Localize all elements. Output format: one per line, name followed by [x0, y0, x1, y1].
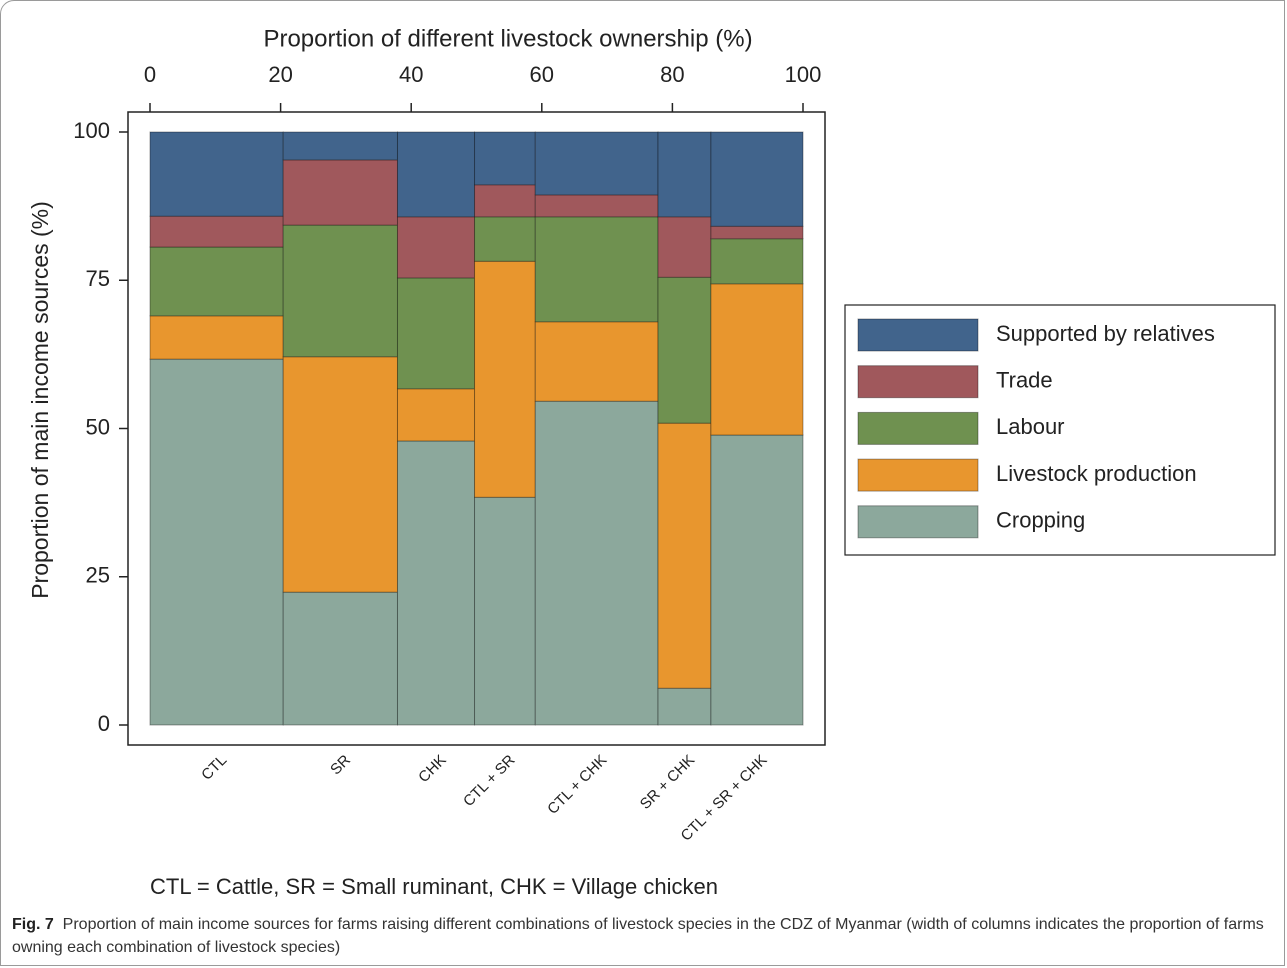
segment — [149, 358, 284, 726]
segment — [149, 246, 284, 317]
caption-label: Fig. 7 — [12, 916, 54, 933]
segment — [396, 277, 476, 390]
legend-swatch — [857, 411, 979, 445]
x-category-label: SR — [327, 752, 354, 779]
y-tick-label: 0 — [98, 711, 110, 736]
segment — [282, 591, 398, 726]
segment — [396, 131, 476, 218]
y-tick-label: 25 — [86, 563, 110, 588]
x-category-label: CTL + SR — [460, 751, 519, 810]
segment — [534, 194, 659, 218]
legend-swatch — [857, 318, 979, 352]
segment — [657, 422, 712, 689]
legend-label: Labour — [996, 414, 1065, 439]
segment — [396, 440, 476, 726]
segment — [282, 131, 398, 161]
segment — [710, 131, 804, 227]
x-tick-label: 20 — [268, 62, 292, 87]
segment — [534, 321, 659, 402]
y-axis-title: Proportion of main income sources (%) — [27, 201, 53, 599]
x-tick-label: 40 — [399, 62, 423, 87]
legend-label: Cropping — [996, 508, 1085, 533]
legend-label: Trade — [996, 368, 1053, 393]
segment — [282, 159, 398, 226]
y-tick-label: 75 — [86, 266, 110, 291]
caption-text: Proportion of main income sources for fa… — [12, 916, 1264, 956]
legend-label: Livestock production — [996, 461, 1197, 486]
x-tick-label: 80 — [660, 62, 684, 87]
y-tick-label: 50 — [86, 414, 110, 439]
segment — [710, 225, 804, 240]
caption: Fig. 7 Proportion of main income sources… — [12, 913, 1274, 959]
note: CTL = Cattle, SR = Small ruminant, CHK =… — [150, 874, 718, 899]
segment — [710, 283, 804, 436]
segment — [396, 388, 476, 442]
segment — [474, 131, 536, 186]
segment — [657, 216, 712, 278]
segment — [474, 216, 536, 262]
segment — [474, 496, 536, 726]
segment — [657, 276, 712, 424]
legend-swatch — [857, 458, 979, 492]
x-category-label: CTL + CHK — [544, 752, 610, 818]
segment — [282, 356, 398, 593]
segment — [710, 434, 804, 726]
legend-swatch — [857, 365, 979, 399]
segment — [657, 131, 712, 218]
x-category-label: SR + CHK — [637, 752, 698, 813]
x-tick-label: 60 — [530, 62, 554, 87]
segment — [534, 216, 659, 323]
x-category-label: CTL — [198, 752, 230, 784]
legend-swatch — [857, 505, 979, 539]
x-axis-title: Proportion of different livestock owners… — [263, 25, 752, 52]
legend-label: Supported by relatives — [996, 321, 1215, 346]
segment — [534, 400, 659, 726]
y-tick-label: 100 — [73, 118, 110, 143]
segment — [282, 224, 398, 358]
x-tick-label: 100 — [785, 62, 822, 87]
x-category-label: CHK — [415, 752, 449, 786]
segment — [474, 260, 536, 498]
segment — [149, 215, 284, 248]
segment — [534, 131, 659, 196]
segment — [657, 687, 712, 726]
segment — [149, 131, 284, 217]
segment — [149, 315, 284, 360]
segment — [710, 238, 804, 285]
segment — [396, 216, 476, 279]
x-tick-label: 0 — [144, 62, 156, 87]
segment — [474, 184, 536, 218]
